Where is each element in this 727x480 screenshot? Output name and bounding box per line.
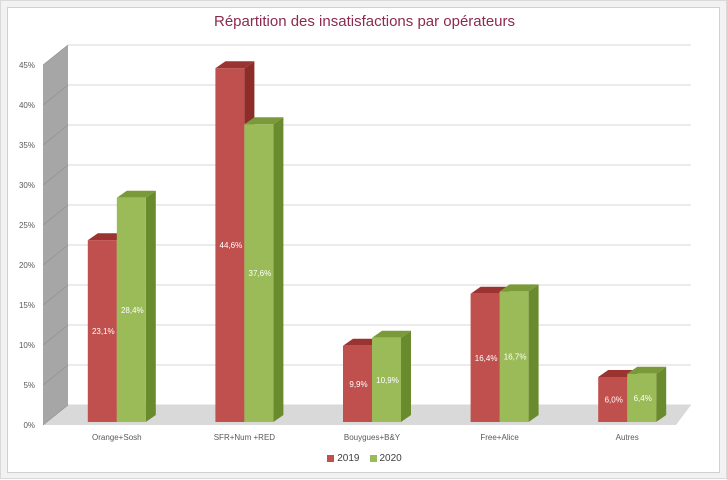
legend-label-2020: 2020: [379, 453, 402, 464]
bar-2020-4: [627, 373, 657, 422]
side-gridline: [42, 364, 69, 386]
bar-2019-1: [215, 68, 245, 422]
bar-2019-0: [87, 240, 117, 422]
bar-top: [116, 190, 156, 198]
y-tick-label: 20%: [19, 261, 35, 270]
y-tick-label: 30%: [19, 181, 35, 190]
bar-2019-2: [343, 345, 372, 422]
bar-2020-1: [244, 124, 274, 422]
data-label: 10,9%: [376, 376, 399, 385]
side-gridline: [42, 124, 69, 146]
bar-top: [244, 117, 284, 125]
y-tick-label: 5%: [23, 381, 35, 390]
y-tick-label: 0%: [23, 421, 35, 430]
y-tick-label: 40%: [19, 101, 35, 110]
data-label: 6,4%: [634, 394, 652, 403]
x-category-label: Free+Alice: [480, 433, 519, 442]
data-label: 16,4%: [475, 354, 498, 363]
bar-side: [528, 284, 539, 422]
bar-side: [145, 190, 156, 422]
bar-2020-3: [499, 291, 529, 422]
x-category-label: Bouygues+B&Y: [344, 433, 401, 442]
y-tick-label: 25%: [19, 221, 35, 230]
bar-2020-0: [116, 197, 146, 422]
x-category-label: SFR+Num +RED: [214, 433, 276, 442]
bar-top: [372, 330, 411, 338]
side-gridline: [42, 324, 69, 346]
data-label: 23,1%: [92, 327, 115, 336]
chart-title: Répartition des insatisfactions par opér…: [214, 13, 515, 30]
side-gridline: [42, 404, 69, 426]
legend-swatch-2020: [369, 455, 377, 462]
bar-top: [499, 284, 539, 292]
bar-top: [215, 61, 255, 69]
data-label: 9,9%: [349, 380, 367, 389]
data-label: 6,0%: [605, 396, 623, 405]
y-tick-label: 45%: [19, 61, 35, 70]
bar-side: [401, 330, 411, 422]
x-category-label: Orange+Sosh: [92, 433, 142, 442]
y-tick-label: 10%: [19, 341, 35, 350]
legend-label-2019: 2019: [337, 453, 360, 464]
legend-item-2019: 2019: [327, 453, 360, 464]
side-gridline: [42, 44, 69, 66]
data-label: 28,4%: [121, 306, 144, 315]
chart-legend: 2019 2020: [1, 453, 727, 464]
side-gridline: [42, 84, 69, 106]
data-label: 37,6%: [249, 269, 272, 278]
bar-top: [627, 366, 667, 374]
x-category-label: Autres: [616, 433, 639, 442]
side-gridline: [42, 244, 69, 266]
y-tick-label: 15%: [19, 301, 35, 310]
bar-2019-3: [470, 293, 500, 422]
side-gridline: [42, 204, 69, 226]
bar-2020-2: [372, 337, 401, 422]
legend-item-2020: 2020: [369, 453, 402, 464]
data-label: 44,6%: [220, 241, 243, 250]
side-gridline: [42, 284, 69, 306]
bar-side: [273, 117, 284, 422]
data-label: 16,7%: [504, 353, 527, 362]
bar-side: [656, 366, 667, 422]
side-gridline: [42, 164, 69, 186]
legend-swatch-2019: [327, 455, 335, 462]
y-tick-label: 35%: [19, 141, 35, 150]
bar-2019-4: [598, 377, 628, 422]
